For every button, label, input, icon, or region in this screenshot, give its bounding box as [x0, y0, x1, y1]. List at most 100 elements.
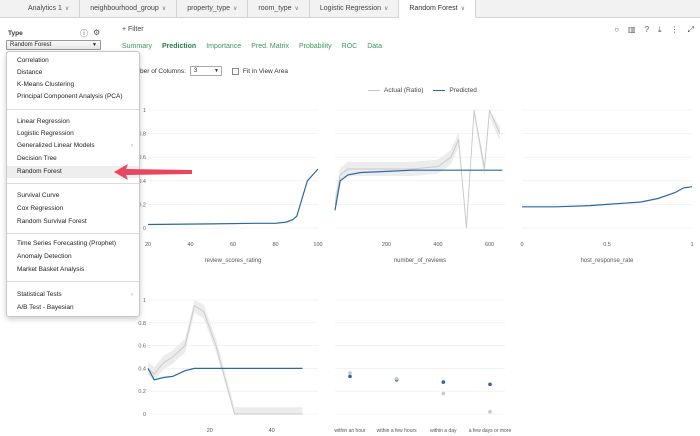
tab-label: Logistic Regression	[319, 5, 381, 12]
menu-item-logistic-regression[interactable]: Logistic Regression	[17, 130, 74, 137]
x-tick-label: 20	[145, 242, 151, 248]
help-icon[interactable]: ?	[644, 25, 650, 34]
menu-item-label: Generalized Linear Models	[17, 142, 95, 149]
tab-probability[interactable]: Probability	[298, 43, 332, 50]
annotation-arrow-shape	[114, 164, 192, 180]
y-tick-label: 0	[143, 226, 146, 232]
annotation-arrow	[114, 164, 192, 180]
chevron-down-icon[interactable]: ∨	[460, 6, 466, 12]
actual-line	[334, 109, 501, 229]
comment-icon[interactable]: ○	[614, 25, 620, 34]
chart-legend: Actual (Ratio) Predicted	[368, 87, 477, 94]
menu-divider	[7, 183, 139, 184]
tab-roc[interactable]: ROC	[341, 43, 358, 50]
chevron-down-icon[interactable]: ∨	[161, 6, 167, 12]
columns-select[interactable]: 3 ▼	[189, 66, 222, 76]
help-icon[interactable]: ⓘ	[80, 29, 88, 38]
menu-divider	[7, 233, 139, 234]
x-tick-label: 100	[313, 242, 322, 248]
chevron-down-icon[interactable]: ∨	[64, 6, 70, 12]
x-tick-label: within a few hours	[377, 428, 418, 434]
data-point	[348, 374, 352, 379]
predicted-line	[522, 186, 693, 208]
tab-logistic-regression[interactable]: Logistic Regression ∨	[310, 0, 400, 17]
fit-view-checkbox[interactable]	[231, 67, 239, 75]
data-point	[394, 378, 399, 382]
gear-icon[interactable]: ⚙	[93, 28, 101, 37]
caret-down-icon: ▼	[213, 68, 219, 74]
predicted-line	[147, 367, 303, 381]
data-point	[488, 382, 492, 387]
type-dropdown-menu: Correlation Distance K-Means Clustering …	[6, 51, 140, 317]
toolbar-icons: ○ ▥ ? ⤓ ⋮ ⤢	[614, 25, 694, 35]
options-icon[interactable]: ⋮	[670, 25, 679, 34]
menu-divider	[7, 281, 139, 282]
caret-down-icon: ▼	[92, 42, 97, 48]
tab-summary[interactable]: Summary	[122, 43, 152, 50]
tab-data[interactable]: Data	[367, 43, 382, 50]
x-tick-label: 400	[433, 242, 442, 248]
tab-room-type[interactable]: room_type ∨	[248, 0, 310, 17]
x-tick-label: 60	[230, 242, 236, 248]
confidence-band	[335, 110, 500, 228]
chevron-down-icon[interactable]: ∨	[383, 6, 389, 12]
tab-label: Random Forest	[409, 5, 458, 12]
chevron-down-icon[interactable]: ∨	[294, 6, 299, 12]
menu-item-kmeans[interactable]: K-Means Clustering	[17, 81, 75, 88]
menu-item-anomaly-detection[interactable]: Anomaly Detection	[17, 253, 72, 260]
menu-item-correlation[interactable]: Correlation	[17, 57, 49, 64]
tab-label: Analytics 1	[28, 5, 62, 12]
menu-item-glm[interactable]: Generalized Linear Models ›	[7, 140, 139, 152]
add-filter-button[interactable]: + Filter	[122, 26, 144, 33]
menu-item-statistical-tests[interactable]: Statistical Tests ›	[7, 289, 139, 301]
download-icon[interactable]: ⤓	[658, 25, 662, 34]
predicted-line	[334, 169, 503, 211]
menu-item-market-basket[interactable]: Market Basket Analysis	[17, 266, 85, 273]
type-icons: ⓘ ⚙	[80, 28, 100, 39]
tab-neighbourhood-group[interactable]: neighbourhood_group ∨	[80, 0, 178, 17]
menu-item-pca[interactable]: Principal Component Analysis (PCA)	[17, 93, 123, 100]
tab-analytics-1[interactable]: Analytics 1 ∨	[0, 0, 81, 17]
legend-actual-label: Actual (Ratio)	[384, 87, 424, 94]
data-point	[441, 380, 446, 384]
confidence-band	[148, 300, 303, 414]
tab-prediction[interactable]: Prediction	[161, 43, 197, 50]
chart-icon[interactable]: ▥	[628, 25, 636, 34]
menu-item-decision-tree[interactable]: Decision Tree	[17, 155, 57, 162]
chart-panel-4: 1 0.8 0.6 0.4 0.2 0 20 40	[138, 298, 318, 434]
menu-item-prophet[interactable]: Time Series Forecasting (Prophet)	[17, 240, 117, 247]
tab-pred-matrix[interactable]: Pred. Matrix	[251, 43, 289, 50]
tab-importance[interactable]: Importance	[206, 43, 242, 50]
data-point	[441, 391, 446, 396]
menu-item-random-survival-forest[interactable]: Random Survival Forest	[17, 218, 87, 225]
chevron-right-icon: ›	[131, 143, 133, 149]
chevron-right-icon: ›	[131, 292, 133, 298]
y-tick-label: 1	[143, 108, 146, 114]
tab-random-forest[interactable]: Random Forest ∨	[399, 0, 477, 18]
chart-panel-5: within an hour within a few hours within a…	[334, 299, 511, 434]
menu-item-distance[interactable]: Distance	[17, 69, 43, 76]
chevron-down-icon[interactable]: ∨	[233, 6, 238, 12]
menu-item-survival-curve[interactable]: Survival Curve	[17, 192, 60, 199]
expand-icon[interactable]: ⤢	[687, 25, 694, 34]
tab-label: property_type	[187, 5, 230, 12]
menu-item-cox-regression[interactable]: Cox Regression	[17, 205, 64, 212]
x-tick-label: within a day	[430, 428, 457, 434]
y-tick-label: 0.4	[138, 366, 146, 372]
legend-predicted-swatch	[433, 89, 446, 92]
left-panel: Type ⓘ ⚙ Random Forest ▼	[0, 19, 110, 436]
type-select[interactable]: Random Forest ▼	[6, 40, 101, 50]
y-tick-label: 0.8	[138, 321, 146, 327]
menu-item-ab-test-bayesian[interactable]: A/B Test - Bayesian	[17, 304, 74, 311]
menu-item-random-forest[interactable]: Random Forest	[7, 166, 139, 178]
y-tick-label: 0	[143, 412, 146, 418]
toolbar: + Filter Summary Prediction Importance P…	[110, 19, 700, 59]
y-tick-label: 0.6	[138, 344, 146, 350]
actual-line	[147, 304, 303, 415]
menu-item-linear-regression[interactable]: Linear Regression	[17, 118, 70, 125]
x-tick-label: 40	[187, 242, 193, 248]
tab-property-type[interactable]: property_type ∨	[177, 0, 249, 17]
legend-actual-swatch	[368, 89, 380, 92]
x-tick-label: within an hour	[334, 428, 365, 434]
